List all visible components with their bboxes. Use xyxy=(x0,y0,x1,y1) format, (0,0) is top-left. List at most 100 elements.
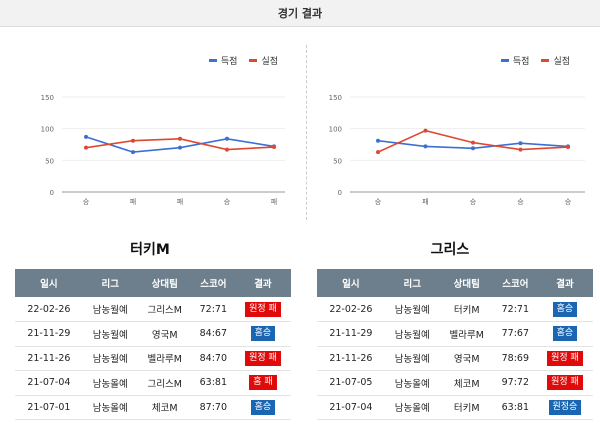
column-header: 일시 xyxy=(317,269,385,297)
data-point-conceded xyxy=(131,138,135,143)
cell-score: 63:81 xyxy=(493,395,537,420)
result-badge: 원정 패 xyxy=(245,301,281,317)
results-table: 일시 리그 상대팀 스코어 결과 22-02-26 남농월예 그리스M 72:71 원정 패 21… xyxy=(15,269,291,420)
column-header: 결과 xyxy=(234,269,291,297)
data-point-conceded xyxy=(376,150,380,155)
cell-result: 홈 패 xyxy=(234,370,291,396)
y-tick-label: 150 xyxy=(329,94,342,102)
data-point-scored xyxy=(423,144,428,149)
table-row: 21-11-29 남농월예 영국M 84:67 홈승 xyxy=(15,321,291,347)
table-header-row: 일시 리그 상대팀 스코어 결과 xyxy=(15,269,291,297)
team-name: 그리스 xyxy=(430,242,470,258)
x-tick-label: 패 xyxy=(271,197,277,206)
cell-date: 21-07-05 xyxy=(317,370,385,396)
legend-swatch-scored xyxy=(208,59,217,62)
table-header-row: 일시 리그 상대팀 스코어 결과 xyxy=(317,269,593,297)
cell-date: 21-11-26 xyxy=(317,346,385,371)
result-badge: 홈승 xyxy=(250,326,276,342)
table-row: 21-11-26 남농월예 벨라루M 84:70 원정 패 xyxy=(15,346,291,371)
cell-score: 87:70 xyxy=(191,395,235,420)
y-tick-label: 0 xyxy=(338,189,342,197)
table-row: 21-11-29 남농월예 벨라루M 77:67 홈승 xyxy=(317,321,593,347)
cell-result: 홈승 xyxy=(536,297,593,322)
cell-score: 78:69 xyxy=(493,346,537,371)
column-header: 일시 xyxy=(15,269,83,297)
legend-label-conceded: 실점 xyxy=(261,57,278,67)
cell-league: 남농월예 xyxy=(82,346,138,371)
result-badge: 원정 패 xyxy=(547,350,583,366)
team-panel-greece: 득점 실점 0 50 100 150 승 패 승 승 승 그리스 일시 리그 상대팀 스코어 결과 22… xyxy=(300,27,600,434)
result-badge: 홈승 xyxy=(552,326,578,342)
table-row: 21-07-04 남농올예 터키M 63:81 원정승 xyxy=(317,395,593,420)
x-tick-label: 패 xyxy=(422,197,428,206)
cell-league: 남농월예 xyxy=(384,297,440,322)
cell-opponent: 벨라루M xyxy=(439,321,494,347)
y-tick-label: 0 xyxy=(50,189,54,197)
x-tick-label: 승 xyxy=(224,198,231,206)
page-header: 경기 결과 xyxy=(0,0,600,27)
legend-swatch-conceded xyxy=(249,59,258,62)
team-name: 터키M xyxy=(130,242,170,258)
x-tick-label: 승 xyxy=(470,198,477,206)
cell-score: 84:67 xyxy=(191,321,235,347)
cell-opponent: 영국M xyxy=(137,321,192,347)
data-point-scored xyxy=(84,134,88,139)
cell-result: 원정승 xyxy=(536,395,593,420)
cell-opponent: 터키M xyxy=(439,297,494,322)
legend-label-conceded: 실점 xyxy=(553,57,570,67)
table-row: 21-11-26 남농월예 영국M 78:69 원정 패 xyxy=(317,346,593,371)
column-header: 리그 xyxy=(82,269,138,297)
legend-swatch-conceded xyxy=(541,59,550,62)
column-header: 리그 xyxy=(384,269,440,297)
cell-opponent: 터키M xyxy=(439,395,494,420)
result-badge: 원정 패 xyxy=(547,375,583,391)
cell-opponent: 그리스M xyxy=(137,297,192,322)
cell-league: 남농월예 xyxy=(384,321,440,347)
column-header: 상대팀 xyxy=(137,269,192,297)
cell-result: 홈승 xyxy=(234,321,291,347)
cell-result: 원정 패 xyxy=(234,297,291,322)
legend-swatch-scored xyxy=(500,59,509,62)
result-badge: 홈 패 xyxy=(249,375,277,391)
column-header: 스코어 xyxy=(493,269,537,297)
cell-league: 남농올예 xyxy=(384,370,440,396)
cell-date: 22-02-26 xyxy=(317,297,385,322)
data-point-scored xyxy=(131,150,135,155)
x-tick-label: 승 xyxy=(83,198,90,206)
y-tick-label: 50 xyxy=(333,157,342,165)
cell-date: 21-07-04 xyxy=(317,395,385,420)
result-badge: 원정승 xyxy=(548,399,582,415)
cell-result: 홈승 xyxy=(234,395,291,420)
cell-opponent: 체코M xyxy=(137,395,192,420)
x-tick-label: 승 xyxy=(375,198,382,206)
legend-item-scored: 득점 xyxy=(208,54,237,67)
y-tick-label: 150 xyxy=(41,94,54,102)
data-point-conceded xyxy=(178,136,182,141)
cell-league: 남농올예 xyxy=(82,395,138,420)
cell-result: 원정 패 xyxy=(536,346,593,371)
cell-date: 22-02-26 xyxy=(15,297,83,322)
legend-item-conceded: 실점 xyxy=(541,54,570,67)
column-header: 상대팀 xyxy=(439,269,494,297)
data-point-conceded xyxy=(423,128,428,133)
x-tick-label: 승 xyxy=(517,198,524,206)
team-panel-turkey: 득점 실점 0 50 100 150 승 패 패 승 패 터키M 일시 리그 상대팀 스코어 결과 22… xyxy=(0,27,300,434)
cell-date: 21-11-26 xyxy=(15,346,83,371)
table-body: 22-02-26 남농월예 그리스M 72:71 원정 패 21-11-29 남농월예 영국M… xyxy=(15,297,291,420)
cell-result: 원정 패 xyxy=(234,346,291,371)
data-point-conceded xyxy=(272,145,276,150)
cell-score: 77:67 xyxy=(493,321,537,347)
cell-league: 남농올예 xyxy=(82,370,138,396)
cell-score: 72:71 xyxy=(191,297,235,322)
legend-item-scored: 득점 xyxy=(500,54,529,67)
data-point-conceded xyxy=(84,145,88,150)
data-point-conceded xyxy=(471,140,475,145)
result-badge: 홈승 xyxy=(250,399,276,415)
cell-league: 남농월예 xyxy=(82,321,138,347)
cell-league: 남농올예 xyxy=(384,395,440,420)
column-header: 결과 xyxy=(536,269,593,297)
legend-item-conceded: 실점 xyxy=(249,54,278,67)
cell-score: 84:70 xyxy=(191,346,235,371)
result-badge: 홈승 xyxy=(552,301,578,317)
x-tick-label: 승 xyxy=(565,198,572,206)
